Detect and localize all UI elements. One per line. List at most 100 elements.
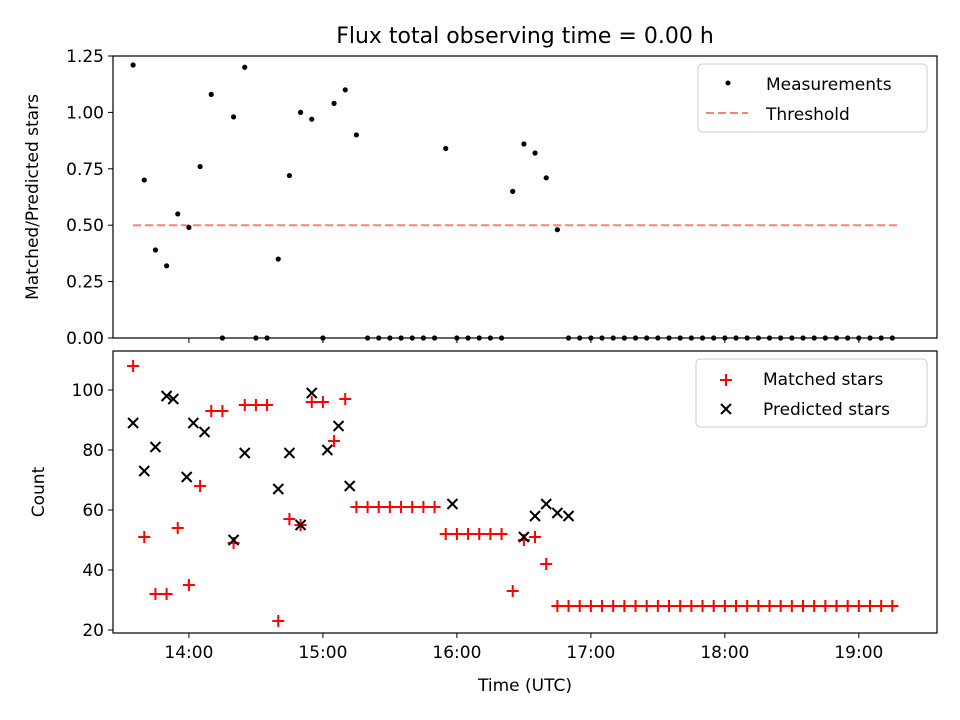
predicted-star-point	[149, 441, 162, 453]
legend-matched-label: Matched stars	[763, 370, 883, 390]
matched-star-point	[328, 435, 341, 447]
matched-star-point	[763, 600, 776, 612]
matched-star-point	[350, 501, 363, 513]
matched-star-point	[160, 588, 173, 600]
matched-star-point	[808, 600, 821, 612]
predicted-star-point	[562, 510, 575, 522]
legend-measurements-marker	[725, 80, 731, 86]
measurement-point	[230, 114, 237, 120]
matched-star-point	[830, 600, 843, 612]
predicted-star-point	[272, 483, 284, 495]
measurement-point	[510, 188, 516, 194]
top-y-tick-label: 1.25	[66, 47, 104, 67]
matched-star-point	[607, 600, 620, 612]
top-y-tick-label: 1.00	[66, 103, 104, 123]
matched-star-point	[573, 600, 586, 612]
matched-star-point	[395, 501, 408, 513]
x-tick-label: 17:00	[566, 643, 615, 663]
predicted-star-point	[294, 519, 307, 531]
predicted-star-point	[283, 447, 296, 459]
matched-star-point	[339, 393, 352, 405]
measurement-point	[543, 175, 549, 181]
matched-star-point	[875, 600, 888, 612]
legend-matched-marker	[720, 374, 732, 386]
measurement-point	[443, 145, 449, 152]
predicted-star-point	[321, 444, 334, 456]
top-y-ticks: 0.00 0.25 0.50 0.75 1.00 1.25	[66, 47, 113, 349]
measurement-point	[353, 132, 360, 138]
measurement-point	[331, 100, 337, 106]
bottom-y-tick-label: 80	[82, 441, 104, 461]
measurement-point	[152, 247, 159, 253]
measurement-point	[297, 109, 304, 115]
top-y-tick-label: 0.50	[66, 216, 104, 236]
predicted-star-point	[239, 447, 251, 459]
matched-star-point	[730, 600, 743, 612]
matched-star-point	[272, 615, 285, 627]
bottom-y-ticks: 20 40 60 80 100	[72, 381, 113, 641]
measurement-point	[532, 150, 538, 156]
matched-star-point	[797, 600, 810, 612]
matched-star-point	[685, 600, 698, 612]
matched-star-point	[596, 600, 609, 612]
x-tick-label: 14:00	[164, 643, 213, 663]
measurement-point	[186, 224, 192, 231]
matched-star-point	[205, 405, 218, 417]
x-tick-label: 15:00	[298, 643, 347, 663]
predicted-star-point	[446, 498, 459, 510]
top-y-tick-label: 0.25	[66, 273, 104, 293]
measurement-point	[275, 256, 281, 262]
predicted-star-point	[227, 534, 240, 546]
bottom-y-tick-label: 100	[72, 381, 104, 401]
matched-star-point	[249, 399, 262, 411]
x-tick-label: 16:00	[432, 643, 481, 663]
measurement-point	[309, 116, 315, 122]
predicted-star-point	[198, 426, 211, 438]
bottom-y-axis-label: Count	[29, 466, 49, 517]
matched-star-point	[584, 600, 597, 612]
top-y-tick-label: 0.75	[66, 160, 104, 180]
matched-star-point	[462, 528, 475, 540]
top-legend-box	[697, 63, 928, 133]
top-legend: Measurements Threshold	[697, 63, 928, 133]
matched-star-point	[663, 600, 676, 612]
matched-star-point	[182, 579, 195, 591]
matched-star-point	[149, 588, 162, 600]
matched-star-point	[640, 600, 653, 612]
matched-star-point	[305, 396, 318, 408]
legend-predicted-label: Predicted stars	[763, 400, 890, 420]
matched-star-point	[562, 600, 575, 612]
matched-star-point	[551, 600, 564, 612]
measurement-point	[521, 141, 527, 147]
bottom-y-tick-label: 20	[82, 621, 104, 641]
figure-title: Flux total observing time = 0.00 h	[336, 24, 714, 49]
legend-threshold-label: Threshold	[765, 105, 850, 125]
matched-star-point	[216, 405, 229, 417]
top-y-tick-label: 0.00	[66, 329, 104, 349]
matched-star-point	[529, 531, 542, 543]
matched-star-point	[651, 600, 664, 612]
measurement-point	[197, 163, 203, 170]
predicted-star-point	[138, 465, 150, 477]
matched-star-point	[506, 585, 519, 597]
predicted-star-point	[160, 390, 173, 402]
matched-star-point	[383, 501, 396, 513]
matched-star-point	[194, 480, 207, 492]
measurement-point	[286, 172, 293, 179]
matched-star-point	[261, 399, 274, 411]
matched-star-point	[450, 528, 463, 540]
top-y-axis-label: Matched/Predicted stars	[23, 94, 43, 300]
measurement-point	[342, 87, 348, 93]
bottom-y-tick-label: 40	[82, 561, 104, 581]
top-axes-frame	[112, 55, 938, 339]
matched-star-point	[473, 528, 486, 540]
matched-star-point	[417, 501, 430, 513]
matched-star-point	[774, 600, 787, 612]
matched-star-point	[864, 600, 877, 612]
matched-star-point	[540, 558, 553, 570]
predicted-star-point	[306, 387, 318, 399]
matched-star-point	[283, 513, 296, 525]
matched-star-point	[406, 501, 419, 513]
predicted-star-point	[540, 498, 552, 510]
x-tick-label: 19:00	[834, 643, 883, 663]
